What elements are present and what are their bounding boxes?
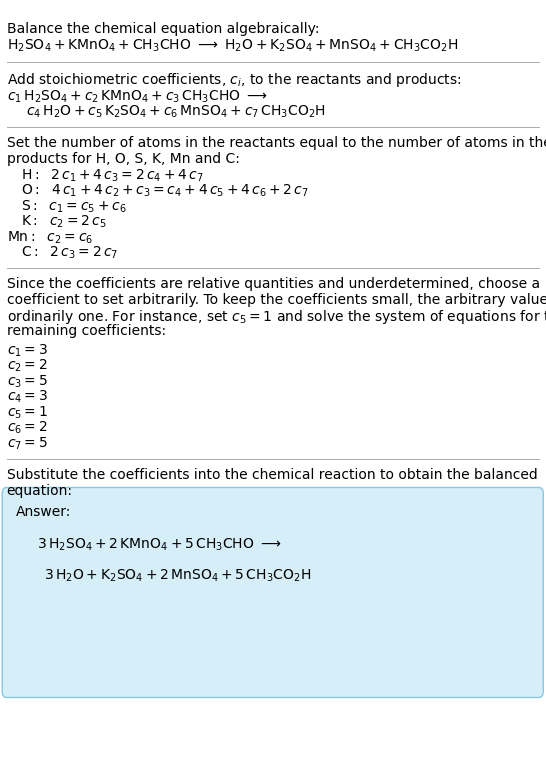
- Text: equation:: equation:: [7, 484, 73, 498]
- Text: $3\,\mathrm{H_2SO_4} + 2\,\mathrm{KMnO_4} + 5\,\mathrm{CH_3CHO} \ \longrightarro: $3\,\mathrm{H_2SO_4} + 2\,\mathrm{KMnO_4…: [37, 536, 282, 553]
- Text: ordinarily one. For instance, set $c_5 = 1$ and solve the system of equations fo: ordinarily one. For instance, set $c_5 =…: [7, 308, 546, 326]
- Text: $\mathrm{H_2SO_4 + KMnO_4 + CH_3CHO \ \longrightarrow \ H_2O + K_2SO_4 + MnSO_4 : $\mathrm{H_2SO_4 + KMnO_4 + CH_3CHO \ \l…: [7, 37, 458, 53]
- Text: coefficient to set arbitrarily. To keep the coefficients small, the arbitrary va: coefficient to set arbitrarily. To keep …: [7, 293, 546, 307]
- Text: $\mathrm{K{:}}\ \ c_2 = 2\,c_5$: $\mathrm{K{:}}\ \ c_2 = 2\,c_5$: [21, 214, 106, 230]
- Text: remaining coefficients:: remaining coefficients:: [7, 324, 165, 338]
- Text: $\mathrm{S{:}}\ \ c_1 = c_5 + c_6$: $\mathrm{S{:}}\ \ c_1 = c_5 + c_6$: [21, 198, 126, 215]
- Text: $c_6 = 2$: $c_6 = 2$: [7, 420, 47, 436]
- Text: $\mathrm{O{:}}\ \ 4\,c_1 + 4\,c_2 + c_3 = c_4 + 4\,c_5 + 4\,c_6 + 2\,c_7$: $\mathrm{O{:}}\ \ 4\,c_1 + 4\,c_2 + c_3 …: [21, 183, 308, 199]
- Text: $c_2 = 2$: $c_2 = 2$: [7, 358, 47, 374]
- Text: Balance the chemical equation algebraically:: Balance the chemical equation algebraica…: [7, 22, 319, 36]
- Text: $c_4\,\mathrm{H_2O} + c_5\,\mathrm{K_2SO_4} + c_6\,\mathrm{MnSO_4} + c_7\,\mathr: $c_4\,\mathrm{H_2O} + c_5\,\mathrm{K_2SO…: [26, 104, 326, 120]
- FancyBboxPatch shape: [2, 487, 543, 698]
- Text: $c_7 = 5$: $c_7 = 5$: [7, 436, 48, 452]
- Text: $c_3 = 5$: $c_3 = 5$: [7, 374, 48, 390]
- Text: $\mathrm{Mn{:}}\ \ c_2 = c_6$: $\mathrm{Mn{:}}\ \ c_2 = c_6$: [7, 229, 93, 246]
- Text: Add stoichiometric coefficients, $c_i$, to the reactants and products:: Add stoichiometric coefficients, $c_i$, …: [7, 71, 461, 89]
- Text: Answer:: Answer:: [16, 505, 72, 519]
- Text: $\mathrm{C{:}}\ \ 2\,c_3 = 2\,c_7$: $\mathrm{C{:}}\ \ 2\,c_3 = 2\,c_7$: [21, 245, 118, 261]
- Text: $c_1 = 3$: $c_1 = 3$: [7, 343, 48, 359]
- Text: Substitute the coefficients into the chemical reaction to obtain the balanced: Substitute the coefficients into the che…: [7, 468, 537, 482]
- Text: $c_5 = 1$: $c_5 = 1$: [7, 405, 48, 421]
- Text: Since the coefficients are relative quantities and underdetermined, choose a: Since the coefficients are relative quan…: [7, 277, 539, 291]
- Text: $c_1\,\mathrm{H_2SO_4} + c_2\,\mathrm{KMnO_4} + c_3\,\mathrm{CH_3CHO} \ \longrig: $c_1\,\mathrm{H_2SO_4} + c_2\,\mathrm{KM…: [7, 88, 268, 105]
- Text: $3\,\mathrm{H_2O} + \mathrm{K_2SO_4} + 2\,\mathrm{MnSO_4} + 5\,\mathrm{CH_3CO_2H: $3\,\mathrm{H_2O} + \mathrm{K_2SO_4} + 2…: [44, 567, 311, 584]
- Text: $\mathrm{H{:}}\ \ 2\,c_1 + 4\,c_3 = 2\,c_4 + 4\,c_7$: $\mathrm{H{:}}\ \ 2\,c_1 + 4\,c_3 = 2\,c…: [21, 167, 203, 184]
- Text: products for H, O, S, K, Mn and C:: products for H, O, S, K, Mn and C:: [7, 152, 240, 166]
- Text: $c_4 = 3$: $c_4 = 3$: [7, 389, 48, 405]
- Text: Set the number of atoms in the reactants equal to the number of atoms in the: Set the number of atoms in the reactants…: [7, 136, 546, 150]
